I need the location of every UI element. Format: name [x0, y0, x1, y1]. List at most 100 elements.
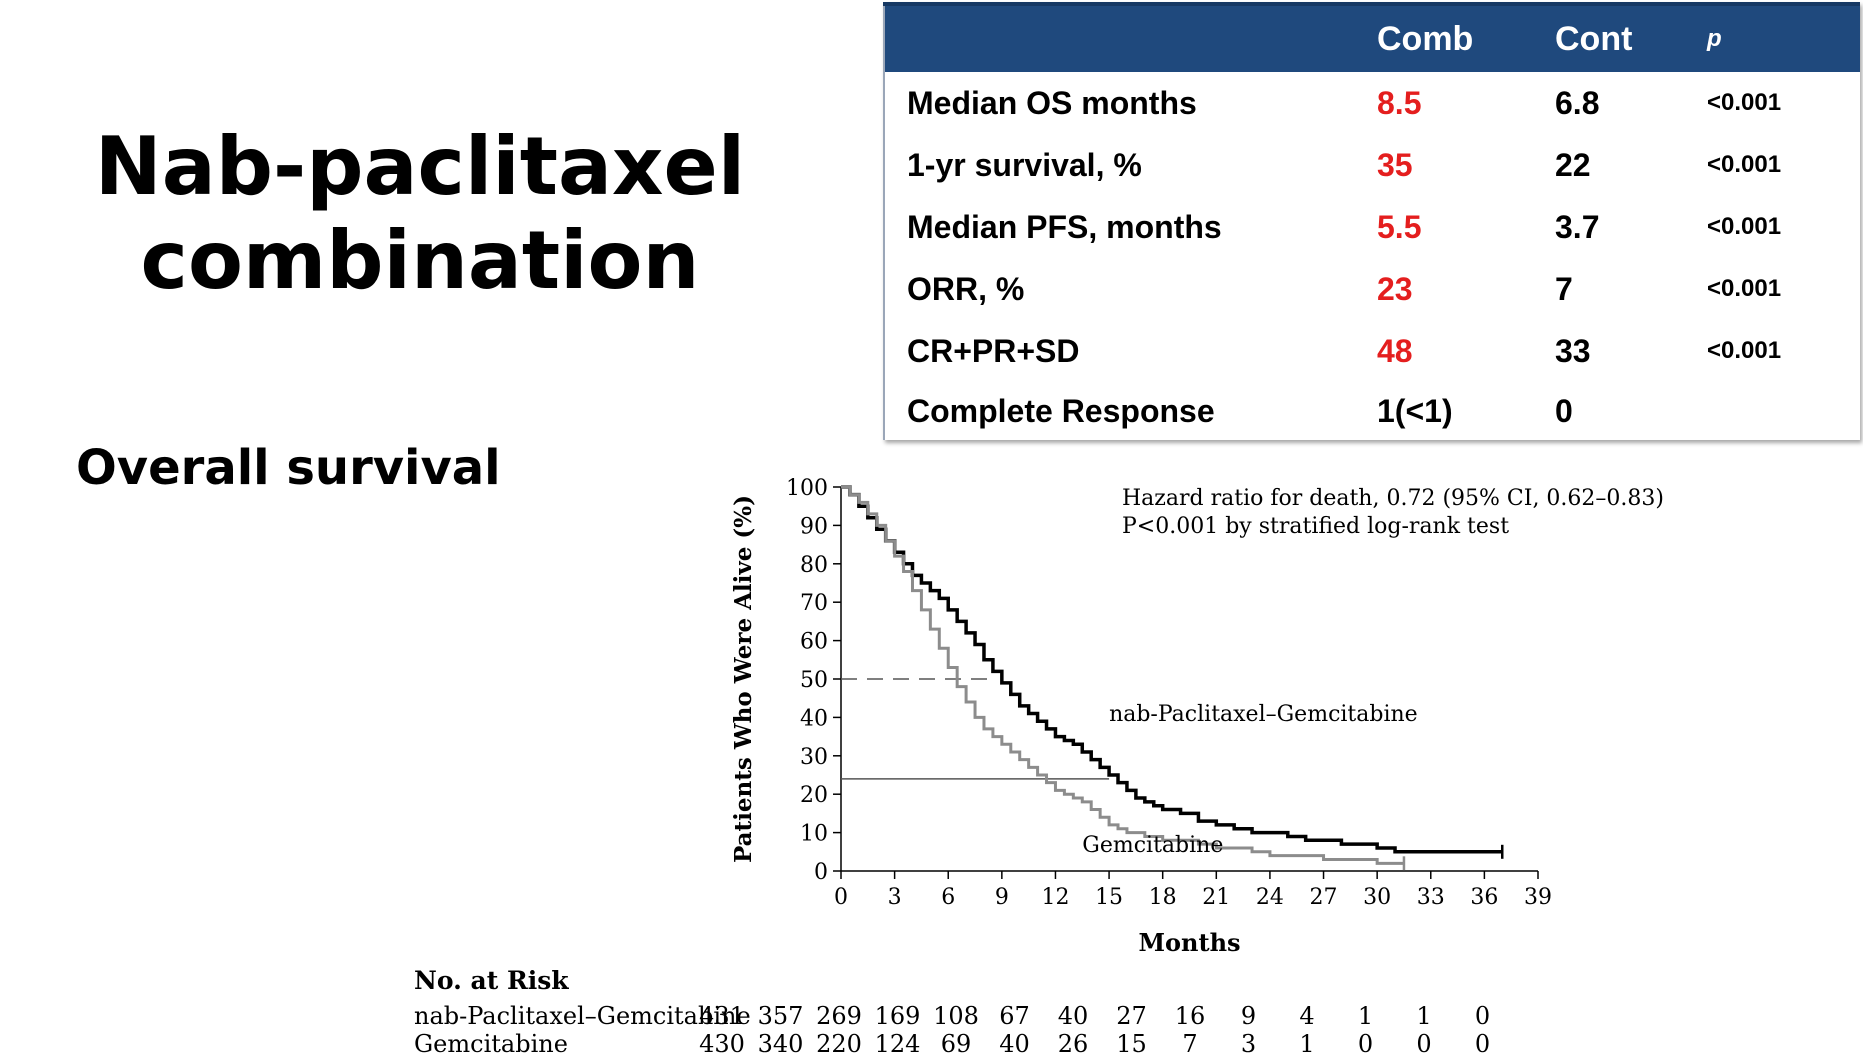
y-tick-label: 10 [800, 822, 828, 847]
y-tick-label: 50 [800, 668, 828, 693]
risk-cell: 69 [940, 1030, 972, 1058]
risk-row: nab-Paclitaxel–Gemcitabine 431 357 269 169 10… [414, 1002, 1854, 1030]
risk-cell: 1 [1416, 1002, 1432, 1030]
risk-cell: 7 [1182, 1030, 1198, 1058]
risk-table-title: No. at Risk [414, 966, 569, 995]
results-row: 1-yr survival, % 35 22 <0.001 [884, 134, 1860, 196]
risk-cell: 169 [874, 1002, 921, 1030]
comb-value: 23 [1377, 258, 1555, 320]
x-tick-label: 6 [941, 885, 955, 910]
comb-value: 5.5 [1377, 196, 1555, 258]
survival-curve-nab-paclitaxel-gemcitabine [841, 485, 1503, 854]
row-label: 1-yr survival, % [884, 134, 1377, 196]
cont-value: 6.8 [1555, 72, 1707, 134]
results-table: Comb Cont p Median OS months 8.5 6.8 <0.001… [883, 2, 1860, 440]
results-row: Median PFS, months 5.5 3.7 <0.001 [884, 196, 1860, 258]
series-label: nab-Paclitaxel–Gemcitabine [1109, 702, 1418, 727]
risk-cell: 4 [1299, 1002, 1315, 1030]
cont-value: 3.7 [1555, 196, 1707, 258]
x-tick-label: 24 [1256, 885, 1284, 910]
results-row: Median OS months 8.5 6.8 <0.001 [884, 72, 1860, 134]
hazard-ratio-annotation: Hazard ratio for death, 0.72 (95% CI, 0.… [1122, 486, 1664, 511]
comb-value: 48 [1377, 320, 1555, 382]
comb-value: 8.5 [1377, 72, 1555, 134]
risk-cell: 124 [874, 1030, 921, 1058]
risk-cell: 0 [1416, 1030, 1432, 1058]
cont-value: 33 [1555, 320, 1707, 382]
slide-title-line-1: Nab-paclitaxel [94, 120, 746, 213]
x-tick-label: 36 [1470, 885, 1498, 910]
y-tick-label: 0 [814, 860, 828, 885]
slide-title-line-2: combination [140, 214, 700, 307]
y-tick-label: 40 [800, 706, 828, 731]
y-tick-label: 70 [800, 591, 828, 616]
hazard-ratio-annotation: P<0.001 by stratified log-rank test [1122, 514, 1509, 539]
row-label: Median OS months [884, 72, 1377, 134]
section-label: Overall survival [76, 440, 501, 496]
risk-cell: 27 [1116, 1002, 1147, 1030]
y-tick-label: 60 [800, 630, 828, 655]
risk-cell: 430 [699, 1030, 745, 1058]
risk-cell: 16 [1174, 1002, 1206, 1030]
risk-cell: 40 [1057, 1002, 1089, 1030]
series-label: Gemcitabine [1082, 833, 1223, 858]
x-tick-label: 3 [888, 885, 902, 910]
comb-value: 1(<1) [1377, 382, 1555, 440]
survival-curve-gemcitabine [841, 485, 1404, 865]
risk-cell: 340 [757, 1030, 804, 1058]
x-tick-label: 9 [995, 885, 1009, 910]
risk-cell: 0 [1474, 1030, 1491, 1058]
cont-value: 22 [1555, 134, 1707, 196]
cont-value: 0 [1555, 382, 1707, 440]
risk-cell: 67 [999, 1002, 1030, 1030]
slide-title: Nab-paclitaxel combination [60, 120, 780, 308]
row-label: ORR, % [884, 258, 1377, 320]
risk-row-label: nab-Paclitaxel–Gemcitabine [414, 1002, 751, 1030]
comb-value: 35 [1377, 134, 1555, 196]
row-label: Complete Response [884, 382, 1377, 440]
p-value [1707, 382, 1860, 440]
y-tick-label: 20 [800, 783, 828, 808]
x-tick-label: 30 [1363, 885, 1391, 910]
risk-cell: 357 [757, 1002, 804, 1030]
risk-cell: 1 [1299, 1030, 1315, 1058]
x-tick-label: 21 [1202, 885, 1230, 910]
header-comb: Comb [1377, 2, 1555, 72]
header-cont: Cont [1555, 2, 1707, 72]
risk-cell: 0 [1357, 1030, 1374, 1058]
p-value: <0.001 [1707, 320, 1860, 382]
results-row: Complete Response 1(<1) 0 [884, 382, 1860, 440]
risk-row-label: Gemcitabine [414, 1030, 568, 1058]
risk-cell: 431 [699, 1002, 745, 1030]
risk-cell: 269 [816, 1002, 862, 1030]
y-tick-label: 30 [800, 745, 828, 770]
y-tick-label: 90 [800, 514, 828, 539]
risk-cell: 108 [933, 1002, 979, 1030]
x-tick-label: 0 [834, 885, 848, 910]
x-tick-label: 33 [1417, 885, 1445, 910]
risk-cell: 15 [1116, 1030, 1147, 1058]
y-tick-label: 80 [800, 553, 828, 578]
risk-cell: 26 [1057, 1030, 1089, 1058]
p-value: <0.001 [1707, 258, 1860, 320]
y-tick-label: 100 [786, 476, 828, 501]
x-tick-label: 18 [1149, 885, 1177, 910]
x-tick-label: 27 [1310, 885, 1338, 910]
results-row: ORR, % 23 7 <0.001 [884, 258, 1860, 320]
risk-cell: 40 [999, 1030, 1030, 1058]
x-tick-label: 12 [1041, 885, 1069, 910]
header-p: p [1707, 2, 1860, 72]
y-axis-label: Patients Who Were Alive (%) [730, 495, 757, 863]
risk-cell: 9 [1240, 1002, 1257, 1030]
x-tick-label: 39 [1524, 885, 1552, 910]
p-value: <0.001 [1707, 196, 1860, 258]
x-axis-label: Months [1138, 928, 1240, 957]
cont-value: 7 [1555, 258, 1707, 320]
risk-cell: 0 [1474, 1002, 1491, 1030]
risk-cell: 3 [1240, 1030, 1257, 1058]
header-label [884, 2, 1377, 72]
results-row: CR+PR+SD 48 33 <0.001 [884, 320, 1860, 382]
risk-row: Gemcitabine 430 340 220 124 69 40 26 15 7 3 1 0 0 0 [414, 1030, 1854, 1058]
risk-cell: 1 [1357, 1002, 1374, 1030]
